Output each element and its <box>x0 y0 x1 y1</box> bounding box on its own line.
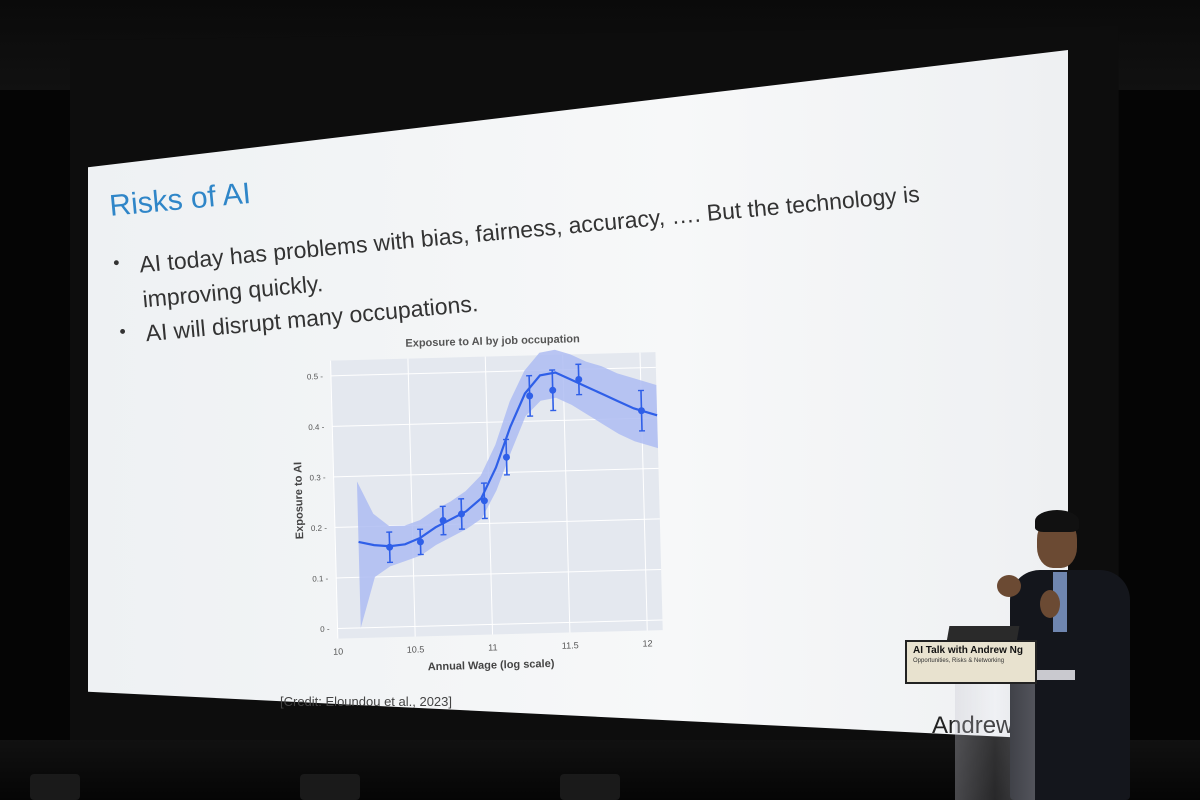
stage-floor <box>0 740 1200 800</box>
fitted-curve <box>358 371 658 548</box>
stage-light-center <box>300 774 360 800</box>
data-point <box>502 453 510 461</box>
event-banner: AI Talk with Andrew Ng Opportunities, Ri… <box>905 640 1037 684</box>
data-point <box>526 392 534 400</box>
confidence-band <box>356 349 658 628</box>
stage-light-left <box>30 774 80 800</box>
x-tick-label: 10 <box>333 646 343 656</box>
banner-title: AI Talk with Andrew Ng <box>913 645 1024 656</box>
speaker-hand <box>997 575 1021 597</box>
x-tick-label: 11.5 <box>562 640 579 650</box>
data-point <box>386 543 394 551</box>
chart-credit: [Credit: Eloundou et al., 2023] <box>280 694 453 709</box>
data-point <box>637 407 645 415</box>
x-gridline <box>407 358 416 637</box>
speaker-shirt <box>1053 572 1067 632</box>
x-tick-label: 11 <box>488 642 498 652</box>
speaker-hair <box>1035 510 1079 532</box>
y-tick-label: 0.2 - <box>311 524 328 533</box>
y-tick-label: 0 - <box>320 625 330 634</box>
stage-light-right <box>560 774 620 800</box>
y-tick-label: 0.5 - <box>307 372 324 381</box>
x-tick-label: 10.5 <box>407 644 425 654</box>
y-gridline <box>336 568 662 579</box>
y-axis-label: Exposure to AI <box>292 462 306 540</box>
exposure-chart: 10 10.5 11 11.5 12 0 - 0.1 - 0.2 - 0.3 - 0.4 - 0.5… <box>280 330 679 680</box>
data-point <box>549 386 557 394</box>
speaker-suit <box>1010 570 1130 800</box>
y-tick-label: 0.1 - <box>312 574 329 583</box>
acrylic-podium <box>955 675 1035 800</box>
speaker-microphone-hand <box>1040 590 1060 618</box>
y-tick-label: 0.3 - <box>309 473 326 482</box>
data-point <box>480 497 488 505</box>
y-gridline <box>337 619 663 629</box>
x-axis-label: Annual Wage (log scale) <box>428 658 555 673</box>
data-point <box>458 510 466 518</box>
data-point <box>416 538 424 546</box>
chart-title: Exposure to AI by job occupation <box>405 333 580 350</box>
data-point <box>439 517 447 525</box>
slide-watermark: Andrew <box>932 712 1013 740</box>
x-tick-label: 12 <box>642 638 652 648</box>
banner-subtitle: Opportunities, Risks & Networking <box>913 658 1005 664</box>
speaker <box>985 510 1135 800</box>
y-tick-label: 0.4 - <box>308 423 325 432</box>
exposure-chart-svg: 10 10.5 11 11.5 12 0 - 0.1 - 0.2 - 0.3 - 0.4 - 0.5… <box>292 333 663 673</box>
x-gridline <box>330 360 339 639</box>
data-point <box>575 375 583 383</box>
